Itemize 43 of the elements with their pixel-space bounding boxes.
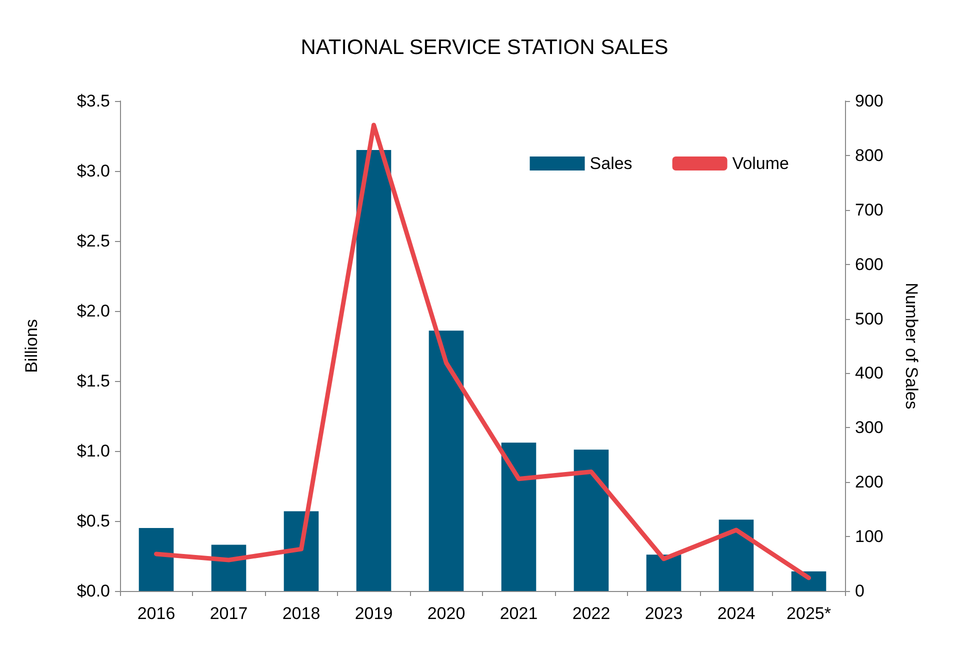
x-tick-label: 2021 [500,604,538,623]
y-tick-label: $2.0 [76,302,110,320]
y-tick-label: $1.0 [76,442,110,460]
y-tick-label: $0.0 [76,582,110,600]
x-tick-label: 2024 [717,604,756,623]
bar [284,511,319,591]
bar [138,528,174,591]
bar [574,450,609,591]
x-tick-label: 2020 [427,604,466,623]
y2-tick-label: 400 [855,364,884,383]
y2-tick-label: 100 [855,527,884,546]
bar [791,571,826,591]
y-tick-label: $0.5 [76,512,110,530]
line-series [154,122,811,580]
x-tick-label: 2016 [137,604,176,623]
x-tick-label: 2023 [644,604,683,623]
x-tick-label: 2018 [282,604,320,623]
y2-tick-label: 0 [855,582,864,600]
legend-label: Volume [732,154,789,173]
bar [356,150,392,591]
x-tick-label: 2017 [210,604,248,623]
bar [428,330,464,591]
y-axis-title: Billions [22,319,41,373]
bar [501,442,536,591]
bar [646,554,682,591]
bar [718,520,754,591]
y-tick-label: $3.0 [76,162,110,180]
legend-label: Sales [590,154,632,173]
chart-title: NATIONAL SERVICE STATION SALES [300,36,668,59]
x-tick-label: 2019 [354,604,393,623]
y2-tick-label: 600 [855,254,884,274]
x-tick-label: 2025* [786,604,832,623]
y-tick-label: $1.5 [76,372,110,390]
y-tick-label: $2.5 [76,232,110,250]
y2-tick-label: 300 [855,418,884,438]
y-tick-label: $3.5 [76,92,110,110]
y2-tick-label: 200 [855,472,884,492]
y2-axis-title: Number of Sales [902,282,921,410]
y2-tick-label: 800 [855,146,884,165]
y2-tick-label: 500 [855,309,884,328]
y2-tick-label: 900 [855,92,884,110]
x-tick-label: 2022 [572,604,610,623]
y2-tick-label: 700 [855,200,884,220]
